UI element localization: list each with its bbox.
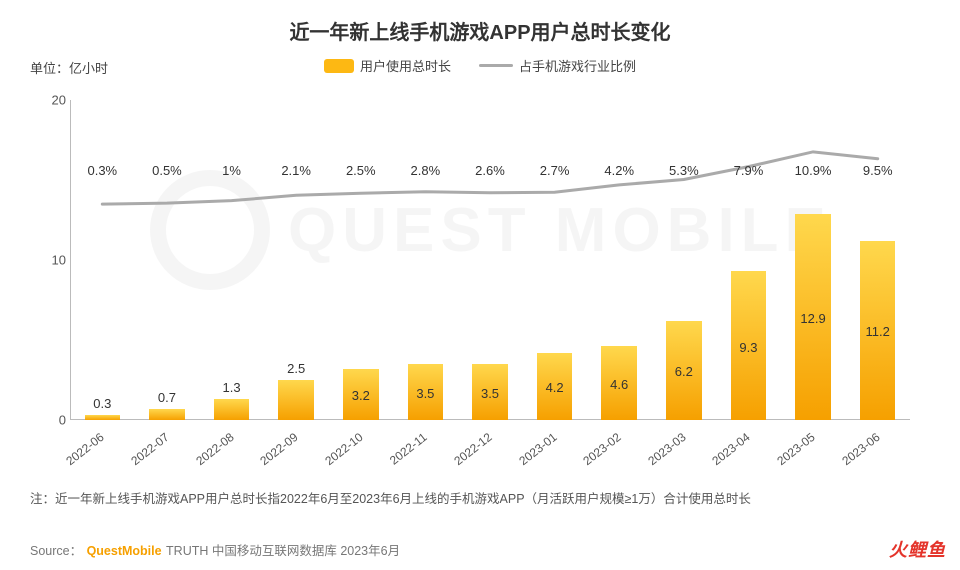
pct-label: 5.3% [669, 163, 699, 178]
source-rest: TRUTH 中国移动互联网数据库 2023年6月 [166, 544, 400, 558]
x-tick: 2022-08 [193, 430, 236, 468]
pct-label: 2.1% [281, 163, 311, 178]
legend-swatch-line [479, 64, 513, 67]
x-tick: 2023-03 [645, 430, 688, 468]
legend-swatch-bar [324, 59, 354, 73]
x-tick: 2023-01 [516, 430, 559, 468]
x-tick: 2022-07 [128, 430, 171, 468]
x-tick: 2022-06 [64, 430, 107, 468]
source-brand: QuestMobile [87, 544, 162, 558]
x-tick: 2023-05 [774, 430, 817, 468]
source-line: Source： QuestMobile TRUTH 中国移动互联网数据库 202… [30, 540, 400, 560]
chart-area: 01020 0.30.71.32.53.23.53.54.24.66.29.31… [70, 100, 910, 420]
x-tick: 2022-10 [322, 430, 365, 468]
pct-label: 4.2% [604, 163, 634, 178]
y-tick: 20 [40, 93, 66, 108]
x-tick: 2023-02 [581, 430, 624, 468]
chart-plot: 01020 0.30.71.32.53.23.53.54.24.66.29.31… [70, 100, 910, 420]
x-tick: 2022-09 [257, 430, 300, 468]
y-tick: 0 [40, 413, 66, 428]
pct-label: 9.5% [863, 163, 893, 178]
pct-label: 2.5% [346, 163, 376, 178]
x-tick: 2022-12 [451, 430, 494, 468]
x-tick: 2023-06 [839, 430, 882, 468]
pct-label: 2.6% [475, 163, 505, 178]
x-tick: 2022-11 [387, 430, 430, 468]
x-tick: 2023-04 [710, 430, 753, 468]
pct-label: 10.9% [795, 163, 832, 178]
corner-logo: 火鲤鱼 [889, 536, 946, 562]
pct-label: 7.9% [734, 163, 764, 178]
legend-item-line: 占手机游戏行业比例 [479, 56, 636, 75]
chart-title: 近一年新上线手机游戏APP用户总时长变化 [0, 16, 960, 45]
pct-label: 0.5% [152, 163, 182, 178]
legend-line-label: 占手机游戏行业比例 [519, 56, 636, 75]
legend-item-bar: 用户使用总时长 [324, 56, 451, 75]
legend-bar-label: 用户使用总时长 [360, 56, 451, 75]
chart-root: QUEST MOBILE 近一年新上线手机游戏APP用户总时长变化 单位：亿小时… [0, 0, 960, 570]
source-label: Source： [30, 544, 82, 558]
pct-label: 2.8% [411, 163, 441, 178]
legend: 用户使用总时长 占手机游戏行业比例 [0, 56, 960, 75]
pct-label: 2.7% [540, 163, 570, 178]
pct-label: 1% [222, 163, 241, 178]
footnote: 注：近一年新上线手机游戏APP用户总时长指2022年6月至2023年6月上线的手… [30, 490, 930, 509]
y-tick: 10 [40, 253, 66, 268]
pct-labels-layer: 0.3% 0.5% 1% 2.1% 2.5% 2.8% 2.6% 2.7% 4.2% 5.3% 7.… [70, 100, 910, 420]
pct-label: 0.3% [87, 163, 117, 178]
